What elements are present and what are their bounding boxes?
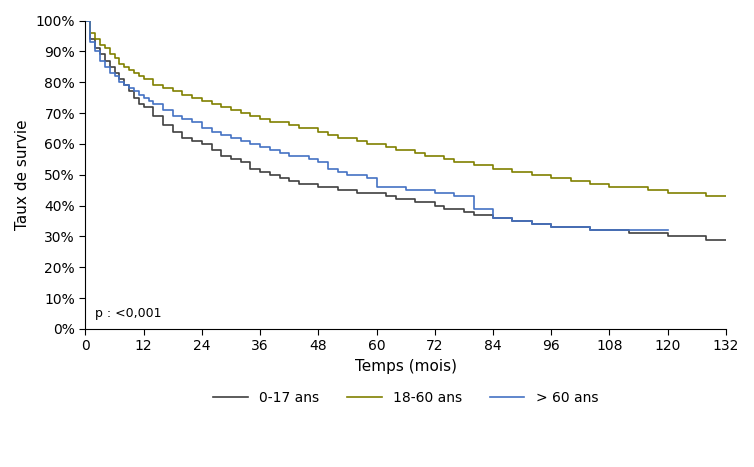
18-60 ans — [722, 193, 731, 199]
0-17 ans — [217, 154, 226, 159]
> 60 ans — [382, 184, 391, 190]
Legend: 0-17 ans, 18-60 ans, > 60 ans: 0-17 ans, 18-60 ans, > 60 ans — [213, 391, 598, 405]
18-60 ans — [702, 193, 711, 199]
18-60 ans — [314, 129, 323, 134]
0-17 ans — [81, 18, 90, 23]
0-17 ans — [168, 129, 177, 134]
18-60 ans — [110, 55, 119, 60]
18-60 ans — [124, 67, 133, 73]
Line: 18-60 ans: 18-60 ans — [85, 21, 726, 196]
18-60 ans — [81, 18, 90, 23]
18-60 ans — [431, 154, 440, 159]
Y-axis label: Taux de survie: Taux de survie — [15, 120, 30, 230]
> 60 ans — [96, 58, 105, 64]
0-17 ans — [702, 237, 711, 242]
18-60 ans — [168, 89, 177, 94]
> 60 ans — [81, 18, 90, 23]
> 60 ans — [585, 227, 594, 233]
> 60 ans — [246, 141, 255, 147]
Text: p : <0,001: p : <0,001 — [95, 307, 161, 320]
0-17 ans — [130, 95, 139, 100]
Line: > 60 ans: > 60 ans — [85, 21, 667, 230]
> 60 ans — [158, 107, 167, 113]
18-60 ans — [90, 36, 100, 42]
0-17 ans — [722, 237, 731, 242]
0-17 ans — [188, 138, 197, 144]
0-17 ans — [382, 193, 391, 199]
0-17 ans — [207, 147, 216, 153]
> 60 ans — [663, 227, 672, 233]
> 60 ans — [90, 49, 100, 54]
Line: 0-17 ans: 0-17 ans — [85, 21, 726, 240]
> 60 ans — [391, 184, 400, 190]
X-axis label: Temps (mois): Temps (mois) — [354, 359, 457, 374]
